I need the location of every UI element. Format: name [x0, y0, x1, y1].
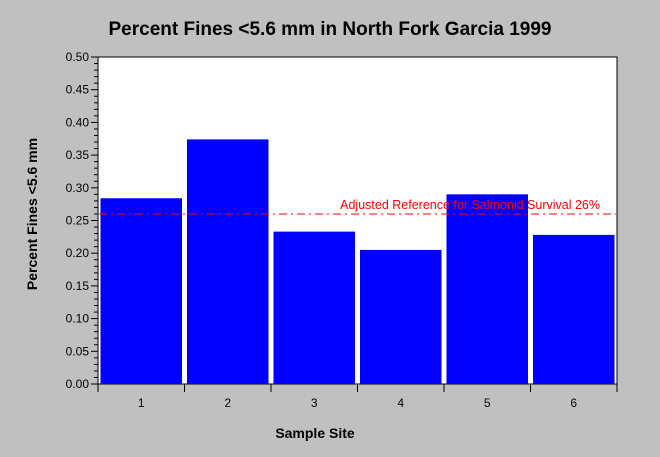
y-tick-label: 0.20	[66, 246, 90, 260]
y-tick-label: 0.45	[66, 83, 90, 97]
y-tick-label: 0.10	[66, 312, 90, 326]
y-axis: 0.00 0.05 0.10 0.15 0.20 0.25 0.30 0.35 0.40 0.45…	[66, 50, 98, 391]
y-axis-label: Percent Fines <5.6 mm	[24, 138, 40, 290]
x-tick-label: 5	[484, 396, 491, 410]
bar-site-2	[187, 139, 269, 384]
y-tick-label: 0.35	[66, 148, 90, 162]
bars	[100, 139, 615, 384]
y-tick-label: 0.15	[66, 279, 90, 293]
reference-line-label: Adjusted Reference for Salmonid Survival…	[340, 198, 600, 212]
bar-site-6	[533, 234, 615, 384]
y-tick-label: 0.25	[66, 214, 90, 228]
y-tick-label: 0.05	[66, 344, 90, 358]
y-tick-label: 0.40	[66, 115, 90, 129]
x-axis-label: Sample Site	[275, 425, 355, 441]
chart-title: Percent Fines <5.6 mm in North Fork Garc…	[109, 19, 552, 40]
y-tick-label: 0.00	[66, 377, 90, 391]
x-axis: 1 2 3 4 5 6	[97, 384, 618, 410]
x-tick-label: 1	[138, 396, 145, 410]
x-tick-label: 6	[570, 396, 577, 410]
bar-site-5	[446, 194, 528, 384]
bar-site-4	[360, 249, 442, 384]
y-tick-label: 0.30	[66, 181, 90, 195]
x-tick-label: 2	[224, 396, 231, 410]
bar-site-3	[273, 231, 355, 384]
x-tick-label: 4	[397, 396, 404, 410]
plot-area	[97, 56, 618, 385]
bar-site-1	[100, 198, 182, 384]
x-tick-label: 3	[311, 396, 318, 410]
y-tick-label: 0.50	[66, 50, 90, 64]
reference-line-group: Adjusted Reference for Salmonid Survival…	[99, 198, 616, 215]
